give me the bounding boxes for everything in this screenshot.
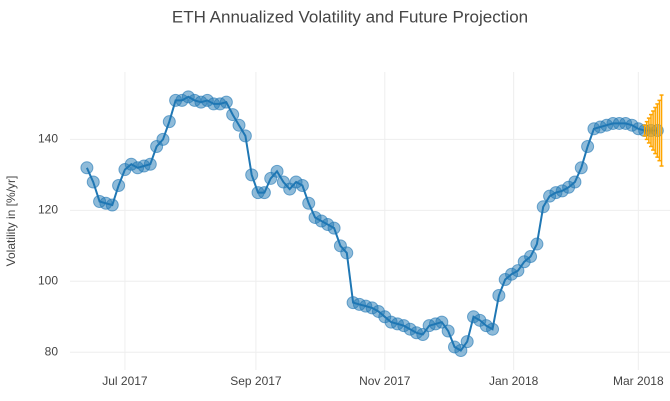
y-axis-label: Volatility in [%/yr]	[4, 176, 18, 267]
point	[86, 175, 100, 189]
point	[232, 118, 246, 132]
point	[162, 115, 176, 129]
chart-title: ETH Annualized Volatility and Future Pro…	[172, 7, 528, 26]
point	[327, 221, 341, 235]
point	[270, 164, 284, 178]
x-tick-label: Mar 2018	[613, 374, 664, 388]
point	[416, 328, 430, 342]
point	[156, 132, 170, 146]
point	[486, 322, 500, 336]
y-tick-label: 100	[38, 273, 58, 287]
point	[226, 108, 240, 122]
point	[143, 157, 157, 171]
point	[295, 179, 309, 193]
point	[219, 95, 233, 109]
point	[435, 315, 449, 329]
point	[536, 200, 550, 214]
point	[302, 196, 316, 210]
point	[568, 175, 582, 189]
point	[492, 289, 506, 302]
point	[257, 186, 271, 200]
point	[238, 129, 252, 143]
point	[574, 161, 588, 175]
point	[112, 179, 126, 193]
point	[581, 140, 595, 153]
x-tick-label: Nov 2017	[359, 374, 411, 388]
point	[530, 237, 544, 251]
point	[340, 246, 354, 260]
point	[460, 335, 474, 349]
y-tick-label: 120	[38, 203, 58, 217]
y-tick-label: 80	[45, 344, 59, 358]
x-tick-label: Sep 2017	[230, 374, 282, 388]
point	[511, 264, 525, 278]
x-tick-label: Jul 2017	[102, 374, 148, 388]
point	[80, 161, 94, 175]
point	[105, 198, 119, 212]
point	[441, 324, 455, 338]
y-tick-label: 140	[38, 132, 58, 146]
point	[524, 249, 538, 263]
point	[245, 168, 259, 182]
point	[454, 343, 468, 357]
x-tick-label: Jan 2018	[489, 374, 539, 388]
